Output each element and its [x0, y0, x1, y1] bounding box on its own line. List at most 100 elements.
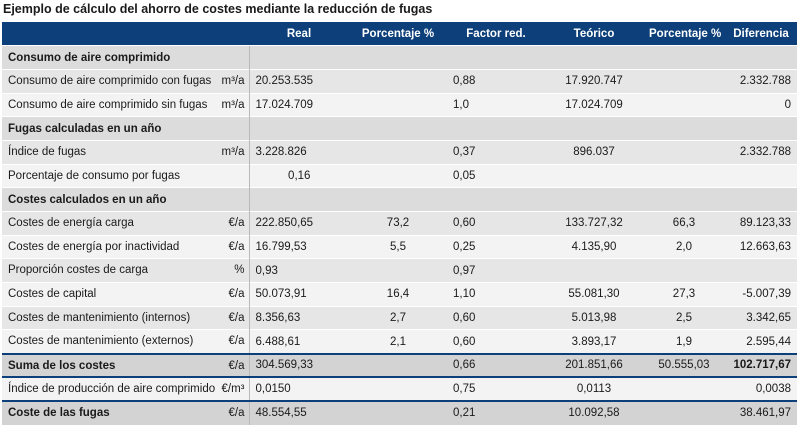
- cell-pct-teorico: [643, 163, 725, 188]
- table-row: Índice de fugas m³/a 3.228.826 0,37 896.0…: [2, 139, 797, 165]
- section-title: Fugas calculadas en un año: [2, 116, 249, 141]
- row-label-cell: Costes de energía carga €/a: [2, 211, 249, 236]
- row-label-cell: Índice de producción de aire comprimido €…: [2, 376, 249, 401]
- row-label-cell: Costes de mantenimiento (externos) €/a: [2, 329, 249, 354]
- cell-diferencia: 38.461,97: [725, 400, 797, 425]
- cell-teorico: 201.851,66: [545, 352, 643, 379]
- cell-factor: 0,05: [447, 163, 545, 188]
- cell-pct-real: 16,4: [349, 282, 447, 307]
- cell-real: 304.569,33: [248, 352, 349, 379]
- row-label: Índice de producción de aire comprimido: [8, 383, 216, 396]
- cell-pct-teorico: 2,5: [643, 305, 725, 330]
- row-unit: %: [234, 264, 245, 277]
- cell-diferencia: 0,0038: [725, 376, 797, 401]
- cell-factor: 0,60: [447, 329, 545, 354]
- cell-real: 222.850,65: [248, 211, 349, 236]
- cell-real: 0,16: [248, 163, 349, 188]
- row-label: Coste de las fugas: [8, 407, 110, 419]
- cell-pct-real: [349, 68, 447, 94]
- cell-diferencia: 102.717,67: [725, 352, 797, 379]
- row-unit: €/m³: [221, 383, 245, 396]
- cell-teorico: 0,0113: [545, 376, 643, 401]
- cell-teorico: 5.013,98: [545, 305, 643, 330]
- cell-diferencia: 2.595,44: [725, 329, 797, 354]
- table-row: Proporción costes de carga% 0,93 0,97: [2, 258, 797, 283]
- row-label-cell: Consumo de aire comprimido sin fugas m³/a: [2, 92, 249, 117]
- section-title: Consumo de aire comprimido: [2, 45, 249, 70]
- cell-real: 3.228.826: [248, 139, 349, 165]
- cell-pct-teorico: 27,3: [643, 282, 725, 307]
- section-row: Consumo de aire comprimido: [2, 45, 797, 70]
- cell-teorico: 10.092,58: [545, 400, 643, 425]
- total-row: Coste de las fugas €/a 48.554,55 0,21 10.…: [2, 400, 797, 425]
- cell-teorico: 133.727,32: [545, 211, 643, 236]
- table-row: Costes de mantenimiento (internos) €/a 8.…: [2, 305, 797, 330]
- cell-teorico: [545, 163, 643, 188]
- section-title: Costes calculados en un año: [2, 187, 249, 212]
- row-unit: m³/a: [221, 145, 245, 158]
- row-unit: €/a: [228, 335, 245, 348]
- cell-pct-teorico: 2,0: [643, 234, 725, 259]
- row-label: Proporción costes de carga: [8, 264, 148, 277]
- row-label-cell: Porcentaje de consumo por fugas: [2, 163, 249, 188]
- row-label: Costes de energía carga: [8, 217, 134, 229]
- row-unit: €/a: [228, 288, 245, 301]
- cell-factor: 0,97: [447, 258, 545, 283]
- cell-real: 16.799,53: [248, 234, 349, 259]
- header-concept: [2, 22, 249, 46]
- row-unit: €/a: [228, 217, 245, 229]
- cell-teorico: 17.920.747: [545, 68, 643, 94]
- cell-diferencia: 2.332.788: [725, 139, 797, 165]
- cell-diferencia: 0: [725, 92, 797, 117]
- row-label-cell: Costes de capital €/a: [2, 282, 249, 307]
- cell-pct-teorico: [643, 92, 725, 117]
- row-label: Costes de mantenimiento (internos): [8, 311, 191, 324]
- cell-real: 17.024.709: [248, 92, 349, 117]
- row-label: Índice de fugas: [8, 145, 87, 158]
- cell-real: 6.488,61: [248, 329, 349, 354]
- cell-pct-real: 73,2: [349, 211, 447, 236]
- cell-pct-real: [349, 352, 447, 379]
- row-label-cell: Suma de los costes €/a: [2, 352, 249, 379]
- table-row: Costes de capital €/a 50.073,91 16,4 1,10…: [2, 282, 797, 307]
- header-diferencia: Diferencia: [725, 22, 797, 46]
- row-unit: €/a: [228, 359, 245, 372]
- cell-factor: 0,88: [447, 68, 545, 94]
- cell-teorico: 55.081,30: [545, 282, 643, 307]
- cell-pct-teorico: 1,9: [643, 329, 725, 354]
- leak-cost-table: Real Porcentaje % Factor red. Teórico Po…: [2, 22, 797, 425]
- cell-diferencia: -5.007,39: [725, 282, 797, 307]
- table-row: Costes de energía carga €/a 222.850,65 73…: [2, 211, 797, 236]
- cell-pct-teorico: [643, 400, 725, 425]
- cell-pct-teorico: [643, 376, 725, 401]
- row-label: Costes de energía por inactividad: [8, 240, 180, 253]
- cell-teorico: 4.135,90: [545, 234, 643, 259]
- header-factor: Factor red.: [447, 22, 545, 46]
- cell-pct-teorico: [643, 258, 725, 283]
- section-row: Costes calculados en un año: [2, 187, 797, 212]
- table-row: Costes de energía por inactividad €/a 16.…: [2, 234, 797, 259]
- header-real: Real: [249, 22, 349, 46]
- cell-pct-real: [349, 92, 447, 117]
- row-unit: €/a: [228, 407, 245, 419]
- row-label-cell: Costes de mantenimiento (internos) €/a: [2, 305, 249, 330]
- cell-real: 0,93: [248, 258, 349, 283]
- row-label: Porcentaje de consumo por fugas: [8, 169, 180, 182]
- cell-diferencia: 89.123,33: [725, 211, 797, 236]
- table-row: Porcentaje de consumo por fugas 0,16 0,0…: [2, 163, 797, 188]
- cell-teorico: 896.037: [545, 139, 643, 165]
- cell-diferencia: [725, 258, 797, 283]
- row-label: Consumo de aire comprimido con fugas: [8, 74, 212, 87]
- row-label: Costes de mantenimiento (externos): [8, 335, 194, 348]
- table-row: Consumo de aire comprimido con fugas m³/a…: [2, 68, 797, 94]
- cell-pct-real: 5,5: [349, 234, 447, 259]
- header-pct-real: Porcentaje %: [349, 22, 447, 46]
- row-label: Costes de capital: [8, 288, 97, 301]
- cell-factor: 0,60: [447, 305, 545, 330]
- cell-factor: 0,66: [447, 352, 545, 379]
- cell-teorico: 3.893,17: [545, 329, 643, 354]
- row-unit: €/a: [228, 240, 245, 253]
- cell-pct-real: [349, 163, 447, 188]
- cell-factor: 0,75: [447, 376, 545, 401]
- header-pct-teorico: Porcentaje %: [643, 22, 725, 46]
